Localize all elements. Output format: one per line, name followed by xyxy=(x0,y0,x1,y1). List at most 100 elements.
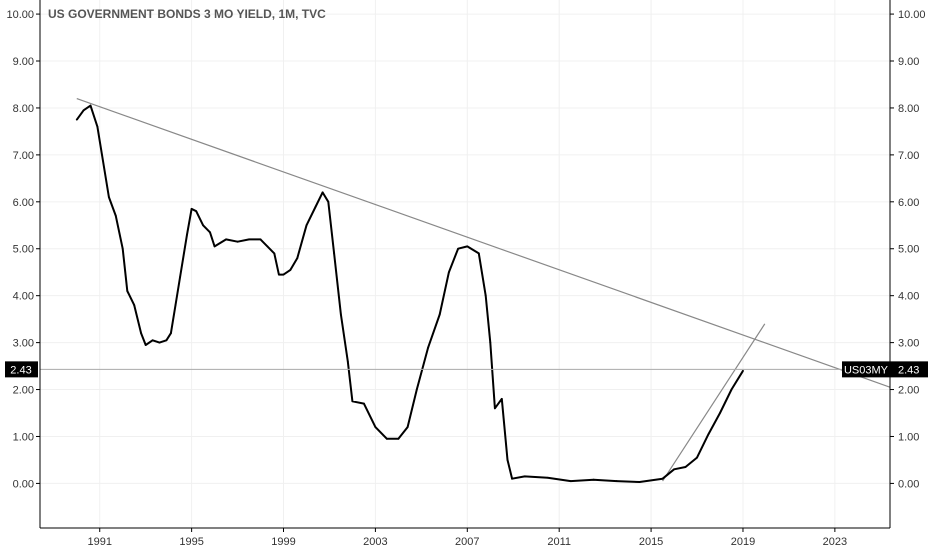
data-point xyxy=(151,339,154,342)
last-value-tag-right-label: 2.43 xyxy=(898,364,919,376)
data-point xyxy=(427,346,430,349)
trendline[interactable] xyxy=(662,323,766,482)
data-point xyxy=(707,433,710,436)
data-point xyxy=(296,257,299,260)
x-tick-label: 1991 xyxy=(87,536,111,548)
symbol-tag-label: US03MY xyxy=(844,364,889,376)
data-point xyxy=(190,207,193,210)
data-point xyxy=(108,196,110,199)
price-series xyxy=(75,104,744,483)
data-point xyxy=(385,437,388,440)
data-point xyxy=(327,200,330,203)
trendlines[interactable] xyxy=(76,97,891,482)
y-tick-label-right: 4.00 xyxy=(898,291,919,303)
axes xyxy=(39,0,891,529)
data-point xyxy=(314,205,317,208)
data-point xyxy=(484,294,487,297)
data-point xyxy=(75,118,78,121)
data-point xyxy=(438,313,441,316)
y-tick-label-right: 2.00 xyxy=(898,385,919,397)
data-point xyxy=(202,224,205,227)
data-point xyxy=(114,214,117,217)
x-tick-label: 1995 xyxy=(179,536,203,548)
data-point xyxy=(282,273,285,276)
y-tick-label-left: 3.00 xyxy=(13,338,34,350)
y-tick-label-right: 5.00 xyxy=(898,244,919,256)
data-point xyxy=(273,252,276,255)
y-tick-label-left: 9.00 xyxy=(13,56,34,68)
data-point xyxy=(225,238,227,241)
x-tick-label: 1999 xyxy=(271,536,295,548)
data-point xyxy=(340,313,342,316)
x-tick-label: 2007 xyxy=(455,536,479,548)
y-tick-label-right: 7.00 xyxy=(898,150,919,162)
data-point xyxy=(673,468,675,471)
data-point xyxy=(195,210,198,213)
data-point xyxy=(719,412,721,414)
y-tick-label-left: 10.00 xyxy=(6,9,34,21)
y-tick-label-left: 8.00 xyxy=(13,103,34,115)
data-point xyxy=(684,466,687,468)
data-point xyxy=(511,477,513,480)
x-tick-label: 2015 xyxy=(639,536,663,548)
data-point xyxy=(489,341,492,344)
y-tick-label-left: 7.00 xyxy=(13,150,34,162)
data-point xyxy=(374,426,377,428)
data-point xyxy=(126,290,129,292)
data-point xyxy=(730,388,733,391)
data-point xyxy=(121,247,124,250)
last-value-tag-left-label: 2.43 xyxy=(10,364,31,376)
data-point xyxy=(523,475,526,478)
data-point xyxy=(144,344,147,346)
y-tick-label-right: 3.00 xyxy=(898,338,919,350)
y-axis-left-labels: 0.00 1.00 2.00 3.00 4.00 5.00 6.00 7.00 8.00 9.00… xyxy=(6,9,40,490)
y-tick-label-right: 6.00 xyxy=(898,197,919,209)
data-point xyxy=(289,268,292,271)
y-tick-label-left: 0.00 xyxy=(13,478,34,490)
data-point xyxy=(89,104,92,107)
y-tick-label-right: 8.00 xyxy=(898,103,919,115)
data-point xyxy=(546,476,549,479)
data-point xyxy=(133,304,136,306)
data-point xyxy=(170,332,172,335)
data-point xyxy=(186,233,188,236)
data-point xyxy=(506,459,509,461)
data-point xyxy=(179,276,182,278)
data-point xyxy=(397,437,400,440)
symbol-tag xyxy=(842,361,928,378)
y-tick-label-left: 6.00 xyxy=(13,197,34,209)
data-point xyxy=(321,191,324,194)
data-point xyxy=(174,304,177,306)
x-tick-label: 2023 xyxy=(823,536,847,548)
data-point xyxy=(333,252,335,255)
data-point xyxy=(140,332,142,335)
y-tick-label-right: 10.00 xyxy=(898,9,926,21)
y-tick-label-right: 9.00 xyxy=(898,56,919,68)
data-point xyxy=(213,245,216,248)
data-point xyxy=(236,240,239,243)
y-tick-label-left: 2.00 xyxy=(13,385,34,397)
yield-line xyxy=(75,104,744,483)
data-point xyxy=(363,402,365,405)
data-point xyxy=(209,231,211,234)
grid-lines xyxy=(40,0,890,528)
data-point xyxy=(661,477,664,480)
trendline[interactable] xyxy=(76,97,891,388)
y-tick-label-right: 1.00 xyxy=(898,431,919,443)
x-tick-label: 2003 xyxy=(363,536,387,548)
data-point xyxy=(696,456,698,459)
data-point xyxy=(742,369,744,372)
data-point xyxy=(448,271,450,274)
data-point xyxy=(615,480,618,482)
last-value-tag-left xyxy=(5,361,38,378)
data-point xyxy=(278,273,280,276)
data-point xyxy=(82,109,85,112)
data-point xyxy=(406,426,409,428)
data-point xyxy=(96,125,99,128)
y-tick-label-left: 4.00 xyxy=(13,291,34,303)
data-point xyxy=(101,153,103,156)
x-axis-labels: 1991 1995 1999 2003 2007 2011 2015 2019 2023 xyxy=(87,528,847,548)
data-point xyxy=(248,238,250,241)
chart-title: US GOVERNMENT BONDS 3 MO YIELD, 1M, TVC xyxy=(48,7,326,21)
data-point xyxy=(638,481,641,483)
